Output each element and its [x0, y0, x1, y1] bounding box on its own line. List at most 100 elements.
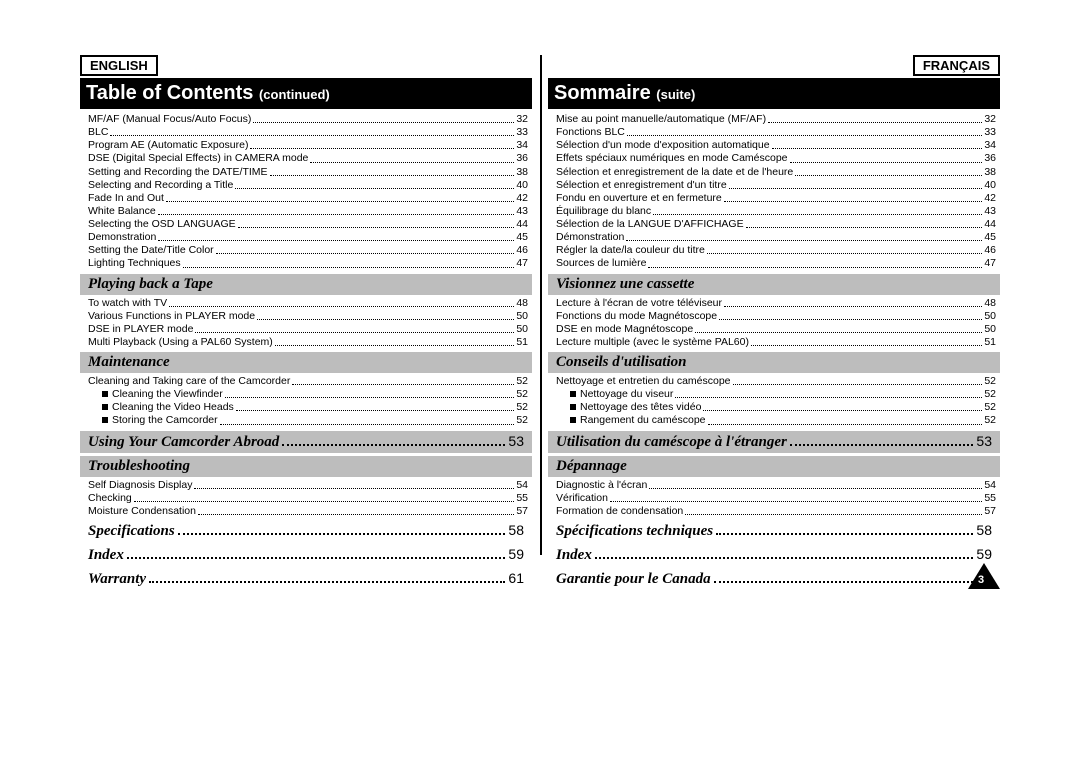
dots — [724, 192, 983, 202]
bullet-icon — [570, 404, 576, 410]
bullet-icon — [570, 417, 576, 423]
section-warranty-right: Garantie pour le Canada 61 — [548, 568, 1000, 590]
toc-entry: Lecture à l'écran de votre téléviseur48 — [548, 297, 1000, 310]
entry-page: 55 — [984, 492, 996, 505]
toc-entry: Sélection d'un mode d'exposition automat… — [548, 139, 1000, 152]
dots — [648, 257, 982, 267]
entry-page: 34 — [516, 139, 528, 152]
entry-label: Nettoyage et entretien du caméscope — [556, 375, 731, 388]
dots — [751, 336, 982, 346]
dots — [310, 152, 514, 162]
entry-page: 55 — [516, 492, 528, 505]
entry-label: Fondu en ouverture et en fermeture — [556, 192, 722, 205]
toc-entry: Lighting Techniques 47 — [80, 257, 532, 270]
entry-label: Storing the Camcorder — [102, 414, 218, 427]
section-label: Spécifications techniques — [556, 523, 713, 540]
entry-label: Nettoyage des têtes vidéo — [570, 401, 701, 414]
entry-page: 52 — [516, 388, 528, 401]
entry-page: 52 — [984, 401, 996, 414]
section-page: 59 — [508, 546, 524, 562]
section-index-left: Index 59 — [80, 544, 532, 566]
dots — [238, 218, 515, 228]
entry-label: Sélection d'un mode d'exposition automat… — [556, 139, 770, 152]
entry-page: 50 — [516, 310, 528, 323]
entry-page: 52 — [984, 414, 996, 427]
page: ENGLISH Table of Contents (continued) MF… — [80, 55, 1000, 592]
dots — [695, 323, 982, 333]
dots — [768, 113, 982, 123]
title-sub: (continued) — [259, 87, 330, 102]
section-page: 61 — [508, 570, 524, 586]
entry-page: 57 — [516, 505, 528, 518]
section-warranty-left: Warranty 61 — [80, 568, 532, 590]
dots — [235, 179, 514, 189]
toc-entry: Setting the Date/Title Color46 — [80, 244, 532, 257]
entry-page: 36 — [516, 152, 528, 165]
entry-page: 52 — [984, 388, 996, 401]
dots — [790, 444, 974, 446]
dots — [158, 231, 514, 241]
dots — [270, 166, 515, 176]
section-abroad-left: Using Your Camcorder Abroad 53 — [80, 431, 532, 453]
entry-label: Fade In and Out — [88, 192, 164, 205]
toc-entry: Self Diagnosis Display54 — [80, 479, 532, 492]
toc-entry: Fonctions du mode Magnétoscope50 — [548, 310, 1000, 323]
toc-entry: Lecture multiple (avec le système PAL60)… — [548, 336, 1000, 349]
section-page: 53 — [976, 433, 992, 449]
toc-entry: Fade In and Out 42 — [80, 192, 532, 205]
entry-page: 47 — [516, 257, 528, 270]
entry-page: 51 — [984, 336, 996, 349]
toc-entry: Formation de condensation57 — [548, 505, 1000, 518]
entry-page: 42 — [516, 192, 528, 205]
entry-page: 52 — [984, 375, 996, 388]
bullet-icon — [570, 391, 576, 397]
section-page: 58 — [508, 522, 524, 538]
dots — [282, 444, 505, 446]
entry-label: Diagnostic à l'écran — [556, 479, 647, 492]
dots — [703, 401, 982, 411]
bullet-icon — [102, 391, 108, 397]
toc-entry: Multi Playback (Using a PAL60 System)51 — [80, 336, 532, 349]
entry-label: Sélection de la LANGUE D'AFFICHAGE — [556, 218, 744, 231]
bullet-icon — [102, 404, 108, 410]
entry-label: Lighting Techniques — [88, 257, 181, 270]
entry-page: 45 — [984, 231, 996, 244]
section-page: 53 — [508, 433, 524, 449]
entry-page: 38 — [984, 166, 996, 179]
toc-entry: Storing the Camcorder52 — [80, 414, 532, 427]
page-number: 3 — [978, 574, 984, 586]
entry-label: Self Diagnosis Display — [88, 479, 192, 492]
dots — [627, 126, 982, 136]
lang-label-francais: FRANÇAIS — [913, 55, 1000, 76]
entry-label: Cleaning and Taking care of the Camcorde… — [88, 375, 290, 388]
section-maint-left: Maintenance — [80, 352, 532, 373]
dots — [149, 581, 505, 583]
entry-page: 46 — [984, 244, 996, 257]
dots — [169, 297, 514, 307]
entry-label: Demonstration — [88, 231, 156, 244]
dots — [595, 557, 974, 559]
section-label: Index — [88, 547, 124, 564]
toc-entry: Nettoyage du viseur52 — [548, 388, 1000, 401]
dots — [198, 505, 514, 515]
entry-page: 40 — [516, 179, 528, 192]
dots — [220, 414, 515, 424]
entry-label: Multi Playback (Using a PAL60 System) — [88, 336, 273, 349]
dots — [292, 375, 514, 385]
dots — [724, 297, 982, 307]
toc-entry: Moisture Condensation 57 — [80, 505, 532, 518]
top-entries-left: MF/AF (Manual Focus/Auto Focus)32BLC33Pr… — [80, 113, 532, 271]
toc-entry: Fonctions BLC33 — [548, 126, 1000, 139]
toc-entry: Vérification55 — [548, 492, 1000, 505]
title-english: Table of Contents (continued) — [80, 78, 532, 109]
dots — [194, 479, 514, 489]
toc-entry: DSE in PLAYER mode50 — [80, 323, 532, 336]
dots — [275, 336, 515, 346]
toc-entry: DSE (Digital Special Effects) in CAMERA … — [80, 152, 532, 165]
toc-entry: Sélection et enregistrement d'un titre40 — [548, 179, 1000, 192]
trouble-entries-left: Self Diagnosis Display54Checking55Moistu… — [80, 479, 532, 518]
toc-entry: White Balance43 — [80, 205, 532, 218]
dots — [178, 533, 506, 535]
entry-label: Moisture Condensation — [88, 505, 196, 518]
toc-entry: Cleaning the Video Heads52 — [80, 401, 532, 414]
